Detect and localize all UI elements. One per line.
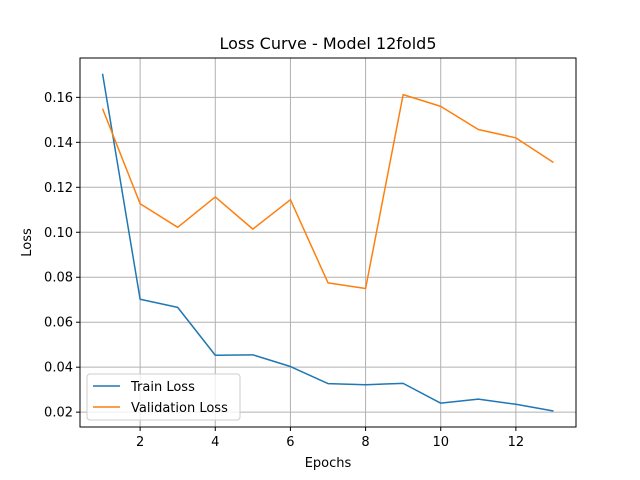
y-tick-label: 0.12 [44,181,73,196]
x-axis-label: Epochs [305,456,352,471]
legend-box [86,373,241,421]
x-tick-label: 12 [508,435,525,450]
plot-frame [79,57,577,428]
x-tick-label: 4 [211,435,219,450]
y-tick-label: 0.10 [44,226,73,241]
y-tick-label: 0.16 [44,91,73,106]
y-tick-label: 0.06 [44,316,73,331]
y-tick-label: 0.02 [44,406,73,421]
x-tick-label: 2 [136,435,144,450]
chart-title: Loss Curve - Model 12fold5 [219,34,436,53]
legend-label-validation-loss: Validation Loss [131,401,228,416]
series-line-train-loss [101,73,554,412]
axis-ticks: 2 4 6 8 10 12 0.02 0.04 0.06 0.08 0.10 0.12 0.14 0.16 [44,91,524,450]
legend: Train Loss Validation Loss [86,373,241,421]
x-tick-label: 8 [361,435,369,450]
y-tick-label: 0.08 [44,271,73,286]
series-lines [101,73,554,412]
grid-lines [80,58,576,427]
x-tick-label: 10 [432,435,449,450]
y-axis-label: Loss [20,228,35,257]
x-tick-label: 6 [286,435,294,450]
series-line-validation-loss [101,93,554,290]
y-tick-label: 0.04 [44,361,73,376]
legend-label-train-loss: Train Loss [130,380,195,395]
y-tick-label: 0.14 [44,136,73,151]
